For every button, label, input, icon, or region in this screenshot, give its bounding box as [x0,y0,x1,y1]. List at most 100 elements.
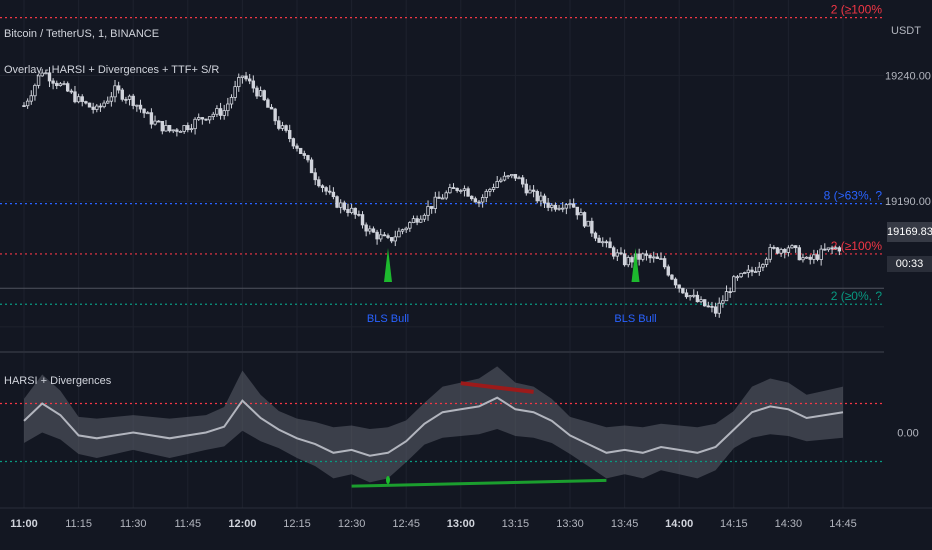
candle-body [681,287,685,294]
candle-body [553,204,558,210]
candle-body [448,187,452,194]
candle-body [611,247,616,257]
candle-body [84,101,88,104]
candle-body [761,264,765,268]
candle-body [255,87,259,97]
candle-body [295,145,299,149]
candle-body [477,201,481,204]
candle-body [346,209,350,214]
candle-body [524,183,529,194]
harsi-line [23,396,844,457]
candle-body [652,256,656,259]
level-label: 2 (≥100% [831,239,883,253]
candle-body [662,258,667,268]
candle-body [499,179,503,182]
candle-body [732,276,736,293]
time-tick-label: 12:00 [228,518,256,530]
candle-body [33,84,37,97]
candle-body [775,247,780,254]
candle-body [229,96,234,105]
candle-body [710,305,714,308]
candle-body [597,237,601,243]
candle-body [491,187,496,190]
time-tick-label: 12:30 [338,518,366,530]
candle-body [615,252,620,257]
candle-body [397,230,401,238]
price-candles [22,66,842,318]
time-tick-label: 14:45 [829,518,857,530]
candle-body [251,80,256,89]
candle-body [124,98,128,101]
candle-body [211,113,215,118]
level-label: 2 (≥100% [831,3,883,17]
candle-body [156,120,161,123]
candle-body [546,202,550,208]
candle-body [415,218,419,223]
candle-body [644,253,649,256]
candle-body [590,220,594,234]
candle-body [630,257,634,263]
candle-body [804,256,809,259]
candle-body [146,112,150,115]
candle-body [280,125,285,129]
candle-body [586,220,590,227]
candle-body [455,187,459,192]
candle-body [659,258,663,260]
candle-body [655,256,660,260]
candle-body [335,196,339,208]
candle-body [786,247,791,253]
candle-body [127,95,132,100]
candle-body [80,96,84,102]
candle-body [102,102,106,108]
candle-body [400,229,405,232]
candle-body [433,196,438,209]
candle-body [317,179,321,187]
candle-body [764,258,769,265]
price-axis-bg [884,0,932,550]
candle-body [506,175,510,178]
candle-body [233,86,237,98]
symbol-title[interactable]: Bitcoin / TetherUS, 1, BINANCE [4,28,160,40]
indicator-title[interactable]: HARSI + Divergences [4,375,112,387]
candle-body [153,120,157,125]
candle-body [801,257,805,261]
candle-body [47,72,52,82]
candle-body [182,125,186,132]
candle-body [721,300,725,304]
signal-label: BLS Bull [614,313,656,325]
time-tick-label: 14:30 [775,518,803,530]
candle-body [277,120,281,129]
candle-body [648,255,652,259]
candle-body [29,95,33,102]
candle-body [73,91,77,103]
candle-body [579,212,583,216]
candle-body [69,90,74,93]
candle-body [702,299,707,307]
candle-body [262,90,266,101]
candle-body [459,190,463,192]
candle-body [426,206,430,216]
candle-body [746,269,751,273]
overlay-title[interactable]: Overlay - HARSI + Divergences + TTF+ S/R [4,64,220,76]
bear-divergence-line [460,381,534,394]
candle-body [750,269,754,273]
candle-body [291,138,296,147]
candle-body [116,85,121,91]
price-tick-label: 19190.00 [885,196,931,208]
candle-body [288,130,292,140]
candle-body [55,82,59,86]
candle-body [58,83,63,86]
candle-body [193,118,197,130]
candle-body [837,247,842,252]
candle-body [622,253,627,266]
candle-body [178,130,183,133]
candle-body [790,245,794,249]
candle-body [411,218,416,223]
candle-body [269,106,274,110]
candle-body [284,125,288,131]
candle-body [706,305,711,308]
candle-body [528,189,532,194]
candle-body [470,195,474,200]
